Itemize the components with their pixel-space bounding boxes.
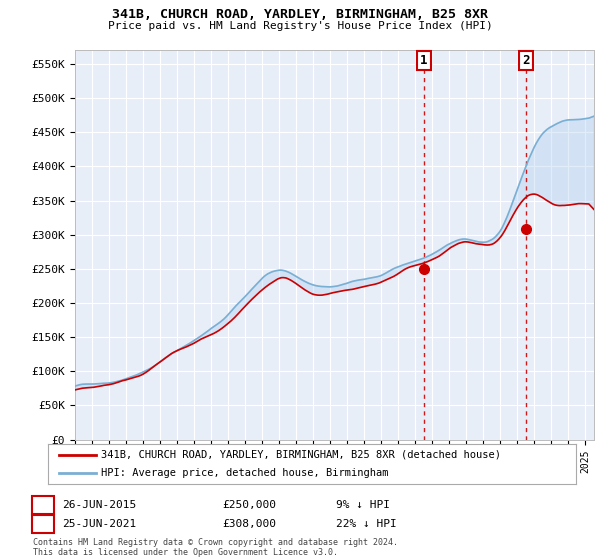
Text: £308,000: £308,000 [222, 519, 276, 529]
Text: 2: 2 [522, 54, 530, 67]
Text: 2: 2 [40, 519, 46, 529]
Text: HPI: Average price, detached house, Birmingham: HPI: Average price, detached house, Birm… [101, 468, 388, 478]
Text: 25-JUN-2021: 25-JUN-2021 [62, 519, 136, 529]
Text: 9% ↓ HPI: 9% ↓ HPI [336, 500, 390, 510]
Text: Contains HM Land Registry data © Crown copyright and database right 2024.
This d: Contains HM Land Registry data © Crown c… [33, 538, 398, 557]
Text: 1: 1 [40, 500, 46, 510]
Text: Price paid vs. HM Land Registry's House Price Index (HPI): Price paid vs. HM Land Registry's House … [107, 21, 493, 31]
Text: 341B, CHURCH ROAD, YARDLEY, BIRMINGHAM, B25 8XR (detached house): 341B, CHURCH ROAD, YARDLEY, BIRMINGHAM, … [101, 450, 501, 460]
Text: £250,000: £250,000 [222, 500, 276, 510]
Text: 1: 1 [420, 54, 427, 67]
Text: 341B, CHURCH ROAD, YARDLEY, BIRMINGHAM, B25 8XR: 341B, CHURCH ROAD, YARDLEY, BIRMINGHAM, … [112, 8, 488, 21]
Text: 22% ↓ HPI: 22% ↓ HPI [336, 519, 397, 529]
Text: 26-JUN-2015: 26-JUN-2015 [62, 500, 136, 510]
